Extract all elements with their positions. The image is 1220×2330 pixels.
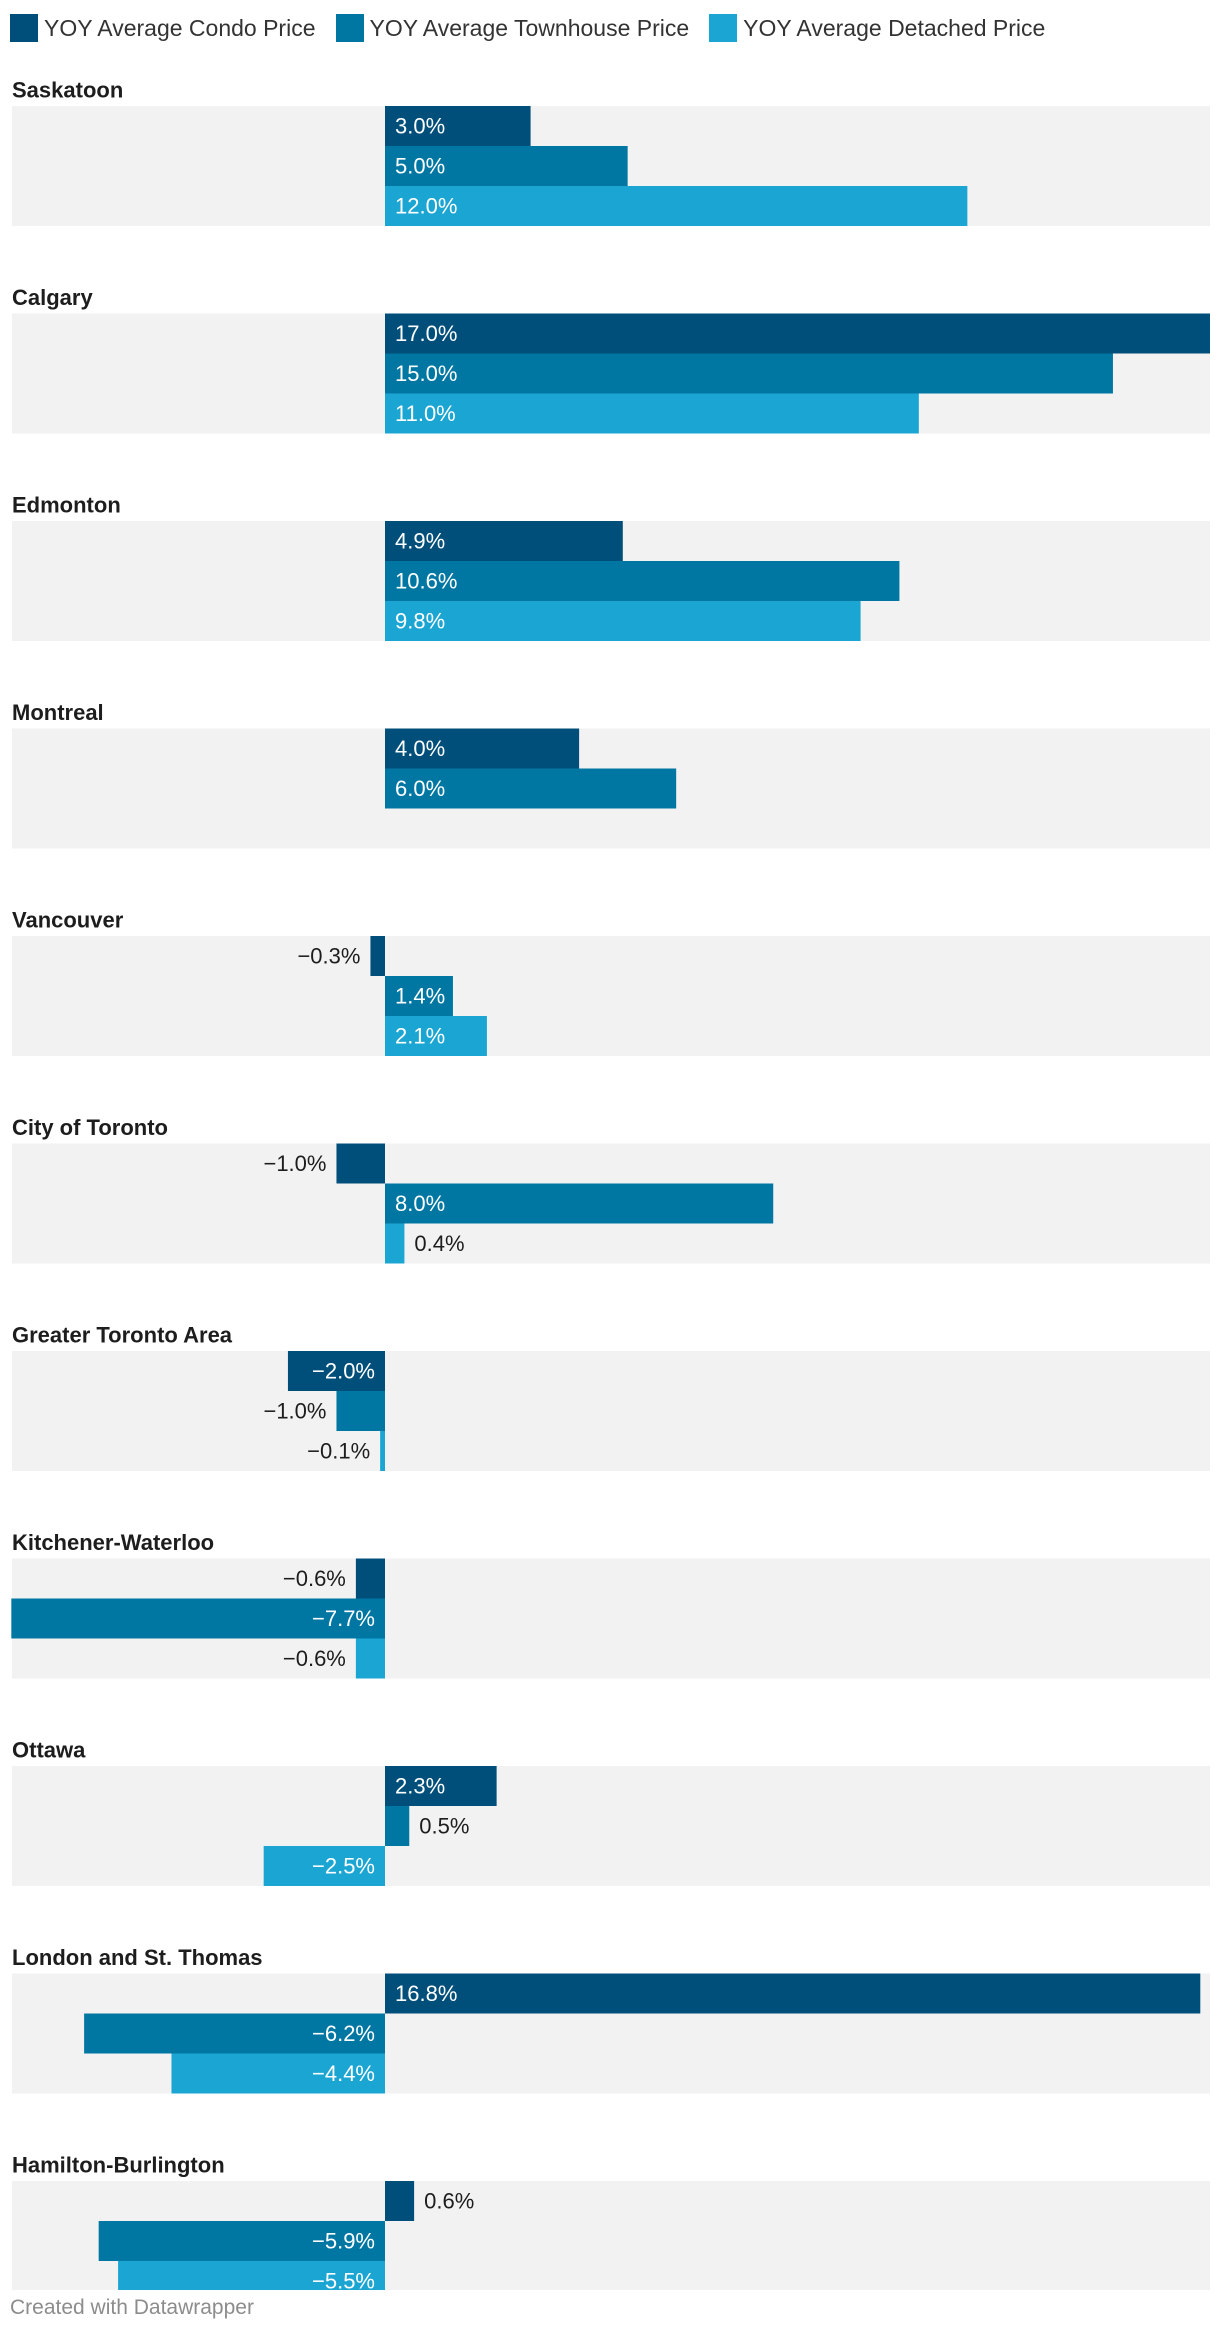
value-label-greater-toronto-area-series-3: −0.1%: [307, 1439, 370, 1464]
value-label-edmonton-series-3: 9.8%: [395, 609, 445, 634]
bar-greater-toronto-area-series-3: [380, 1431, 385, 1471]
group-title-ottawa: Ottawa: [12, 1738, 86, 1763]
value-label-ottawa-series-3: −2.5%: [312, 1854, 375, 1879]
bar-greater-toronto-area-series-2: [336, 1391, 385, 1431]
value-label-vancouver-series-2: 1.4%: [395, 984, 445, 1009]
bar-london-and-st-thomas-series-3: [171, 2053, 385, 2094]
value-label-greater-toronto-area-series-2: −1.0%: [263, 1399, 326, 1424]
value-label-vancouver-series-1: −0.3%: [297, 944, 360, 969]
bar-city-of-toronto-series-3: [385, 1223, 405, 1264]
group-panel-ottawa: [12, 1766, 1210, 1886]
bar-hamilton-burlington-series-2: [98, 2221, 386, 2261]
legend-item-3: YOY Average Detached Price: [709, 14, 1045, 42]
value-label-kitchener-waterloo-series-1: −0.6%: [283, 1566, 346, 1591]
legend-item-2: YOY Average Townhouse Price: [335, 14, 690, 42]
value-label-saskatoon-series-2: 5.0%: [395, 154, 445, 179]
value-label-hamilton-burlington-series-1: 0.6%: [424, 2189, 474, 2214]
bar-saskatoon-series-1: [385, 106, 531, 146]
group-title-greater-toronto-area: Greater Toronto Area: [12, 1323, 233, 1348]
bar-edmonton-series-2: [385, 561, 900, 601]
group-panel-vancouver: [12, 936, 1210, 1056]
value-label-edmonton-series-2: 10.6%: [395, 569, 457, 594]
value-label-london-and-st-thomas-series-2: −6.2%: [312, 2021, 375, 2046]
value-label-city-of-toronto-series-3: 0.4%: [414, 1231, 464, 1256]
bar-vancouver-series-2: [385, 976, 453, 1016]
legend-swatch-1: [10, 14, 38, 42]
bar-montreal-series-2: [385, 768, 677, 809]
legend-label-2: YOY Average Townhouse Price: [369, 14, 690, 41]
value-label-saskatoon-series-1: 3.0%: [395, 114, 445, 139]
bar-hamilton-burlington-series-3: [118, 2261, 386, 2290]
bar-calgary-series-1: [385, 313, 1210, 354]
group-title-calgary: Calgary: [12, 285, 93, 310]
group-panel-greater-toronto-area: [12, 1351, 1210, 1471]
legend-swatch-3: [709, 14, 738, 42]
value-label-kitchener-waterloo-series-3: −0.6%: [283, 1646, 346, 1671]
bar-edmonton-series-1: [385, 521, 623, 561]
bar-saskatoon-series-3: [385, 186, 968, 226]
value-label-ottawa-series-1: 2.3%: [395, 1774, 445, 1799]
group-title-saskatoon: Saskatoon: [12, 78, 123, 103]
value-label-kitchener-waterloo-series-2: −7.7%: [312, 1606, 375, 1631]
value-label-montreal-series-1: 4.0%: [395, 736, 445, 761]
bar-kitchener-waterloo-series-1: [355, 1558, 385, 1599]
value-label-city-of-toronto-series-2: 8.0%: [395, 1191, 445, 1216]
bar-london-and-st-thomas-series-2: [84, 2013, 385, 2054]
legend-label-1: YOY Average Condo Price: [44, 14, 316, 41]
bar-saskatoon-series-2: [385, 146, 628, 186]
bar-greater-toronto-area-series-1: [287, 1351, 385, 1391]
bar-ottawa-series-3: [263, 1846, 385, 1886]
group-title-vancouver: Vancouver: [12, 908, 124, 933]
chart-legend: YOY Average Condo Price YOY Average Townh…: [10, 10, 1065, 46]
bar-edmonton-series-3: [385, 601, 861, 641]
value-label-city-of-toronto-series-1: −1.0%: [263, 1151, 326, 1176]
value-label-calgary-series-3: 11.0%: [395, 401, 456, 426]
bar-calgary-series-2: [385, 353, 1113, 394]
value-label-edmonton-series-1: 4.9%: [395, 529, 445, 554]
value-label-saskatoon-series-3: 12.0%: [395, 194, 457, 219]
bar-hamilton-burlington-series-1: [385, 2181, 415, 2221]
bar-kitchener-waterloo-series-3: [355, 1638, 385, 1679]
footer-credit: Created with Datawrapper: [10, 2296, 254, 2319]
value-label-london-and-st-thomas-series-3: −4.4%: [312, 2061, 375, 2086]
bar-vancouver-series-3: [385, 1016, 487, 1056]
bar-ottawa-series-1: [385, 1766, 497, 1806]
group-title-london-and-st-thomas: London and St. Thomas: [12, 1945, 263, 1970]
legend-swatch-2: [335, 14, 364, 42]
group-title-montreal: Montreal: [12, 700, 104, 725]
bar-kitchener-waterloo-series-2: [11, 1598, 386, 1639]
bar-city-of-toronto-series-2: [385, 1183, 774, 1224]
value-label-vancouver-series-3: 2.1%: [395, 1024, 445, 1049]
bar-calgary-series-3: [385, 393, 919, 434]
group-title-kitchener-waterloo: Kitchener-Waterloo: [12, 1530, 214, 1555]
bar-city-of-toronto-series-1: [336, 1143, 385, 1184]
bar-london-and-st-thomas-series-1: [385, 1973, 1201, 2014]
value-label-calgary-series-1: 17.0%: [395, 321, 457, 346]
group-title-hamilton-burlington: Hamilton-Burlington: [12, 2153, 225, 2178]
value-label-hamilton-burlington-series-3: −5.5%: [312, 2269, 375, 2291]
group-title-edmonton: Edmonton: [12, 493, 121, 518]
value-label-montreal-series-2: 6.0%: [395, 776, 445, 801]
value-label-calgary-series-2: 15.0%: [395, 361, 457, 386]
group-title-city-of-toronto: City of Toronto: [12, 1115, 168, 1140]
value-label-greater-toronto-area-series-1: −2.0%: [312, 1359, 375, 1384]
legend-item-1: YOY Average Condo Price: [10, 14, 316, 42]
bar-vancouver-series-1: [370, 936, 385, 976]
bar-ottawa-series-2: [385, 1806, 410, 1846]
bar-montreal-series-1: [385, 728, 580, 769]
value-label-ottawa-series-2: 0.5%: [419, 1814, 469, 1839]
value-label-hamilton-burlington-series-2: −5.9%: [312, 2229, 375, 2254]
legend-label-3: YOY Average Detached Price: [743, 14, 1046, 41]
value-label-london-and-st-thomas-series-1: 16.8%: [395, 1981, 457, 2006]
